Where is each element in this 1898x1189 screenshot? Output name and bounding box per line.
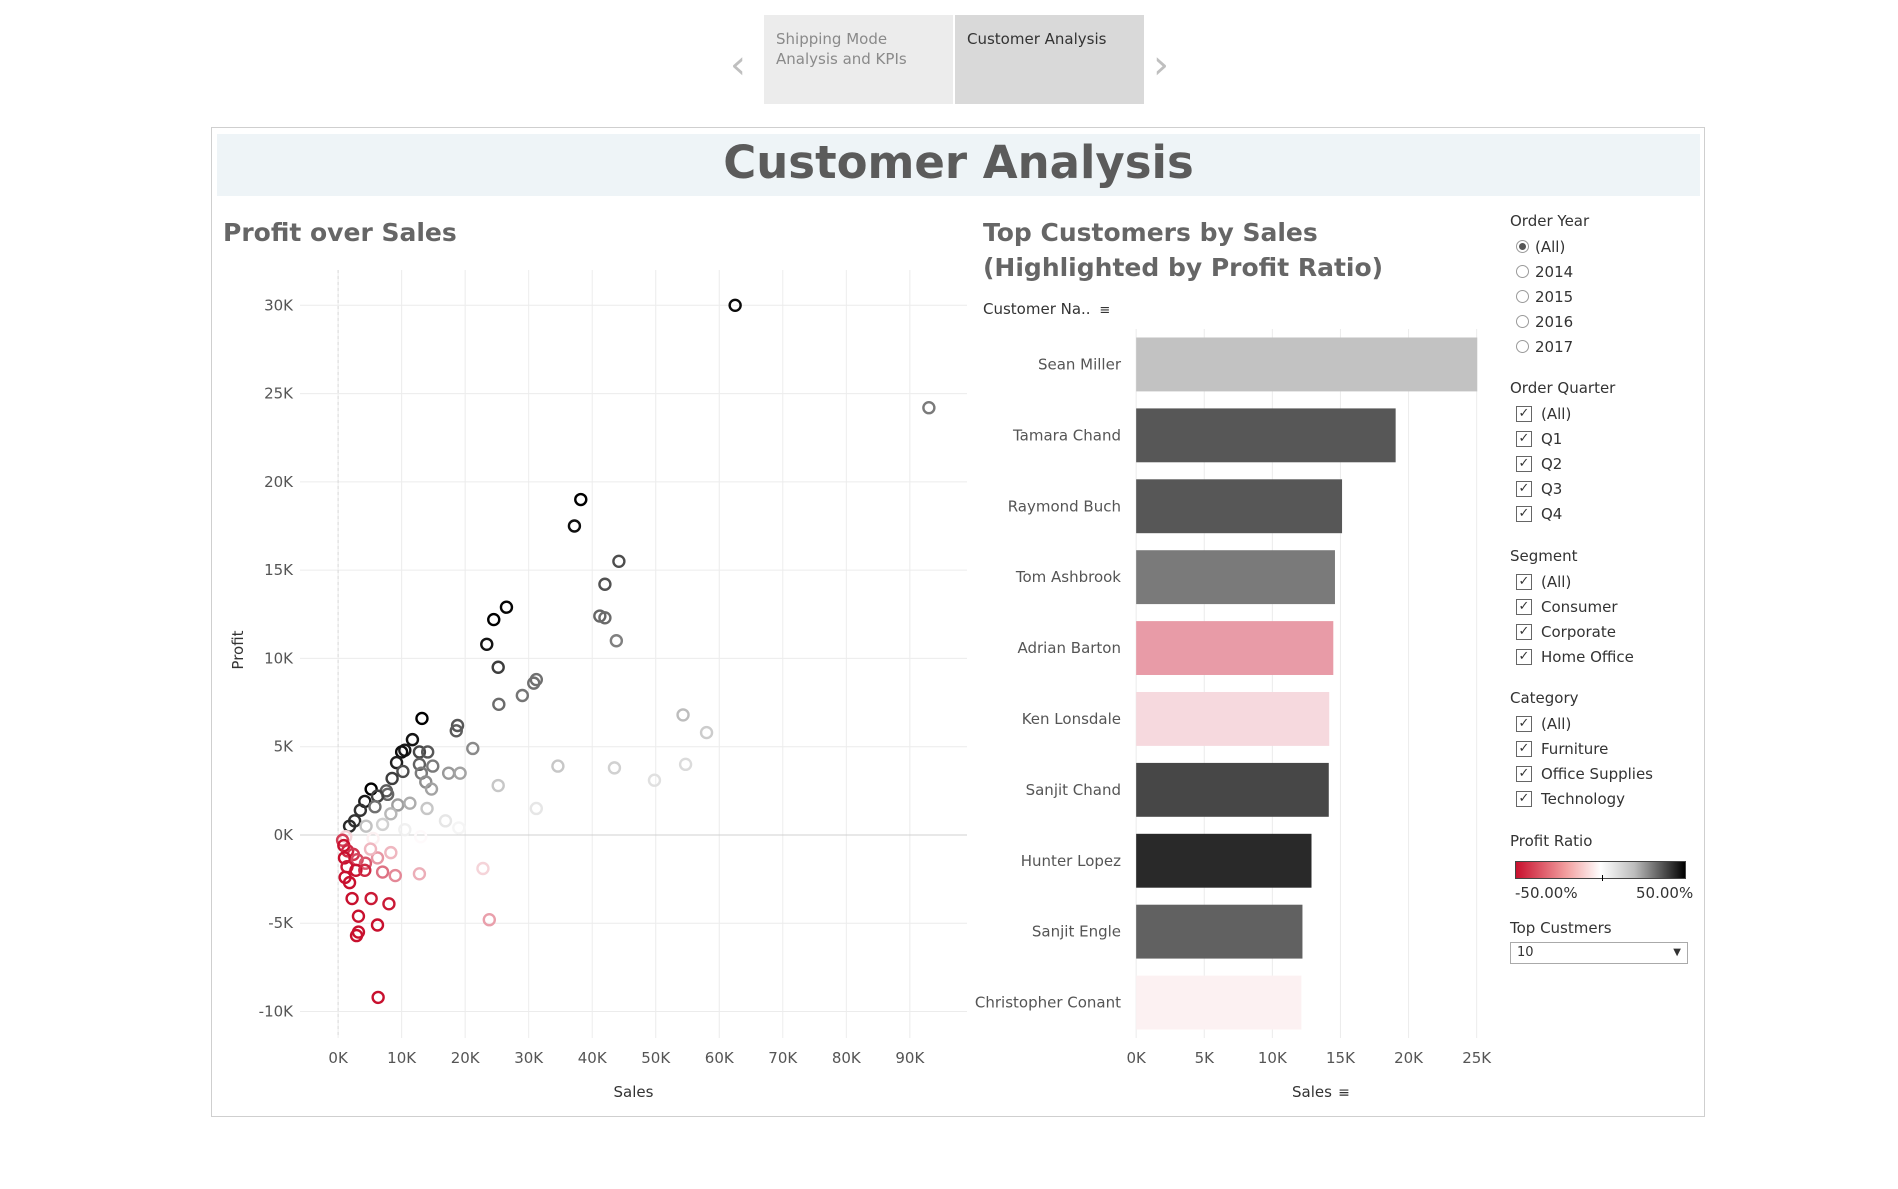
- segment-option-consumer[interactable]: ✓ Consumer: [1510, 594, 1634, 619]
- checkbox-checked-icon: ✓: [1516, 623, 1532, 640]
- category-option-technology[interactable]: ✓ Technology: [1510, 786, 1653, 811]
- bar-chart-title: Top Customers by Sales (Highlighted by P…: [983, 218, 1384, 282]
- dashboard-title: Customer Analysis: [723, 136, 1194, 189]
- profit-ratio-legend-title: Profit Ratio: [1510, 832, 1593, 850]
- checkbox-checked-icon: ✓: [1516, 480, 1532, 497]
- radio-icon: [1516, 265, 1529, 278]
- dashboard-banner: Customer Analysis: [217, 134, 1700, 196]
- checkbox-checked-icon: ✓: [1516, 505, 1532, 522]
- checkbox-checked-icon: ✓: [1516, 598, 1532, 615]
- segment-title: Segment: [1510, 547, 1578, 565]
- radio-icon: [1516, 340, 1529, 353]
- category-option-all[interactable]: ✓ (All): [1510, 711, 1653, 736]
- segment-option-all[interactable]: ✓ (All): [1510, 569, 1634, 594]
- category-option-furniture[interactable]: ✓ Furniture: [1510, 736, 1653, 761]
- radio-icon: [1516, 315, 1529, 328]
- checkbox-checked-icon: ✓: [1516, 715, 1532, 732]
- quarter-option-q4[interactable]: ✓ Q4: [1510, 501, 1615, 526]
- radio-selected-icon: [1516, 240, 1529, 253]
- segment-filter: Segment ✓ (All) ✓ Consumer ✓ Corporate ✓ Hom…: [1510, 547, 1634, 669]
- previous-story-arrow-icon[interactable]: ‹: [730, 42, 746, 88]
- category-option-office-supplies[interactable]: ✓ Office Supplies: [1510, 761, 1653, 786]
- top-customers-title: Top Custmers: [1510, 919, 1612, 937]
- top-customers-value: 10: [1517, 945, 1534, 960]
- legend-max-label: 50.00%: [1636, 884, 1694, 902]
- order-year-title: Order Year: [1510, 212, 1590, 230]
- checkbox-checked-icon: ✓: [1516, 405, 1532, 422]
- order-year-filter: Order Year (All) 2014 2015 2016 2017: [1510, 212, 1589, 359]
- quarter-option-q2[interactable]: ✓ Q2: [1510, 451, 1615, 476]
- profit-ratio-color-legend: [1515, 861, 1686, 879]
- scatter-title: Profit over Sales: [223, 218, 457, 247]
- checkbox-checked-icon: ✓: [1516, 430, 1532, 447]
- dropdown-arrow-icon: ▼: [1673, 947, 1681, 958]
- order-year-option-all[interactable]: (All): [1510, 234, 1589, 259]
- order-year-option-2014[interactable]: 2014: [1510, 259, 1589, 284]
- checkbox-checked-icon: ✓: [1516, 765, 1532, 782]
- segment-option-corporate[interactable]: ✓ Corporate: [1510, 619, 1634, 644]
- order-quarter-filter: Order Quarter ✓ (All) ✓ Q1 ✓ Q2 ✓ Q3 ✓ Q4: [1510, 379, 1615, 526]
- story-point-shipping-mode[interactable]: Shipping Mode Analysis and KPIs: [764, 15, 953, 104]
- dashboard-frame: [211, 127, 1705, 1117]
- order-year-option-2016[interactable]: 2016: [1510, 309, 1589, 334]
- category-filter: Category ✓ (All) ✓ Furniture ✓ Office Suppl…: [1510, 689, 1653, 811]
- segment-option-home-office[interactable]: ✓ Home Office: [1510, 644, 1634, 669]
- checkbox-checked-icon: ✓: [1516, 455, 1532, 472]
- sort-icon[interactable]: ≡: [1099, 303, 1111, 318]
- customer-name-header-label: Customer Na..: [983, 300, 1091, 318]
- order-year-option-2017[interactable]: 2017: [1510, 334, 1589, 359]
- legend-min-label: -50.00%: [1515, 884, 1578, 902]
- checkbox-checked-icon: ✓: [1516, 648, 1532, 665]
- order-year-option-2015[interactable]: 2015: [1510, 284, 1589, 309]
- category-title: Category: [1510, 689, 1579, 707]
- radio-icon: [1516, 290, 1529, 303]
- customer-name-header[interactable]: Customer Na.. ≡: [983, 300, 1110, 318]
- next-story-arrow-icon[interactable]: ›: [1153, 42, 1169, 88]
- checkbox-checked-icon: ✓: [1516, 790, 1532, 807]
- top-customers-dropdown[interactable]: 10 ▼: [1510, 942, 1688, 964]
- story-point-customer-analysis[interactable]: Customer Analysis: [955, 15, 1144, 104]
- checkbox-checked-icon: ✓: [1516, 573, 1532, 590]
- checkbox-checked-icon: ✓: [1516, 740, 1532, 757]
- order-quarter-title: Order Quarter: [1510, 379, 1616, 397]
- quarter-option-q3[interactable]: ✓ Q3: [1510, 476, 1615, 501]
- quarter-option-q1[interactable]: ✓ Q1: [1510, 426, 1615, 451]
- quarter-option-all[interactable]: ✓ (All): [1510, 401, 1615, 426]
- legend-midpoint-marker: [1602, 875, 1603, 881]
